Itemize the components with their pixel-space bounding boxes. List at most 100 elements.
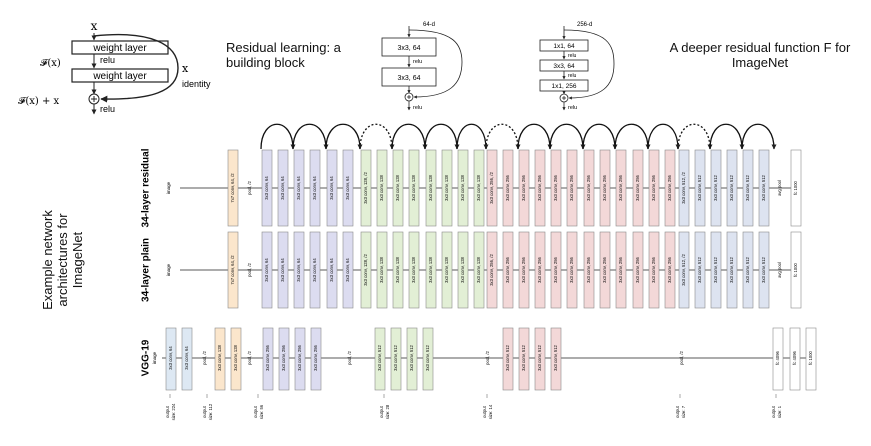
layer-label: 3x3 conv, 256: [618, 174, 623, 200]
layer-box: [550, 231, 562, 309]
layer-box: [550, 149, 562, 227]
output-size-line2: size: 112: [208, 403, 213, 420]
layer-box: [534, 231, 546, 309]
layer-label: 3x3 conv, 128: [379, 256, 384, 282]
layer-label: 3x3 conv, 512: [377, 344, 382, 370]
identity-shortcut-arc: [582, 123, 618, 150]
layer-label: 3x3 conv, 512: [713, 174, 718, 200]
layer-box: [789, 327, 801, 391]
caption-example-line2: architectures for ImageNet: [55, 213, 85, 307]
layer-box: [441, 149, 453, 227]
layer-label: 3x3 conv, 64: [345, 176, 350, 200]
layer-label: 3x3 conv, 64: [296, 176, 301, 200]
relu-mid-label: relu: [100, 55, 115, 65]
layer-label: 3x3 conv, 256: [537, 174, 542, 200]
layer-label: 3x3 conv, 256, /2: [489, 172, 494, 204]
layer-label: 3x3 conv, 512: [761, 174, 766, 200]
layer-label: 3x3 conv, 256: [569, 174, 574, 200]
block64-relu-mid: relu: [413, 59, 422, 65]
output-size-line2: size: 7: [681, 405, 686, 418]
network-row-0: 34-layer residual image 7x7 conv, 64, /2 po…: [141, 123, 802, 227]
layer-label: 3x3 conv, 512: [505, 344, 510, 370]
layer-label: 3x3 conv, 256: [602, 174, 607, 200]
weight-layer-2: [71, 68, 169, 83]
layer-label: 3x3 conv, 64: [168, 346, 173, 370]
pool-label: avg pool: [777, 180, 782, 196]
layer-box: [342, 149, 354, 227]
layer-box: [534, 149, 546, 227]
layer-label: 7x7 conv, 64, /2: [230, 173, 235, 203]
row-input-label: image: [166, 263, 171, 276]
layer-box: [694, 149, 706, 227]
layer-label: 3x3 conv, 512: [521, 344, 526, 370]
network-rows: 34-layer residual image 7x7 conv, 64, /2 po…: [141, 123, 817, 420]
layer-label: 3x3 conv, 256: [586, 174, 591, 200]
weight-layer-1-label: weight layer: [92, 43, 147, 54]
layer-label: 3x3 conv, 256: [313, 344, 318, 370]
layer-box: [392, 231, 404, 309]
caption-residual-line2: building block: [226, 55, 305, 70]
identity-shortcut-arc: [456, 123, 489, 150]
layer-box: [742, 149, 754, 227]
layer-box: [599, 231, 611, 309]
layer-box: [726, 231, 738, 309]
row-label: 34-layer plain: [141, 238, 152, 302]
layer-box: [758, 149, 770, 227]
layer-box: [408, 231, 420, 309]
caption-example-line1: Example network: [40, 210, 55, 310]
layer-label: 3x3 conv, 64: [264, 258, 269, 282]
block256-layer2-label: 3x3, 64: [553, 63, 575, 70]
layer-box: [390, 327, 402, 391]
layer-label: 3x3 conv, 512: [713, 256, 718, 282]
layer-label: 3x3 conv, 128: [460, 174, 465, 200]
layer-label: 3x3 conv, 256: [635, 174, 640, 200]
layer-label: 3x3 conv, 256: [667, 256, 672, 282]
layer-label: 3x3 conv, 64: [329, 176, 334, 200]
shortcut-x-label: x: [182, 62, 189, 75]
weight-layer-2-label: weight layer: [92, 71, 147, 82]
pool-label: pool, /2: [247, 350, 252, 364]
layer-label: 3x3 conv, 128: [217, 344, 222, 370]
layer-label: 3x3 conv, 256: [553, 256, 558, 282]
layer-box: [457, 231, 469, 309]
projection-shortcut: [359, 123, 395, 150]
layer-label: 3x3 conv, 512: [393, 344, 398, 370]
layer-box: [664, 231, 676, 309]
fx-label: 𝓕(x): [40, 58, 61, 69]
block256-relu-out: relu: [568, 105, 577, 111]
layer-label: 3x3 conv, 128: [428, 174, 433, 200]
layer-box: [502, 327, 514, 391]
row-input-label: image: [166, 181, 171, 194]
layer-box: [648, 231, 660, 309]
layer-box: [473, 231, 485, 309]
layer-label: 3x3 conv, 128: [395, 256, 400, 282]
layer-box: [422, 327, 434, 391]
layer-box: [310, 327, 322, 391]
layer-label: 3x3 conv, 256: [505, 256, 510, 282]
layer-box: [326, 231, 338, 309]
layer-label: 3x3 conv, 512: [409, 344, 414, 370]
layer-box: [277, 231, 289, 309]
layer-box: [678, 149, 690, 227]
layer-box: [374, 327, 386, 391]
block64-relu-out: relu: [413, 105, 422, 111]
layer-box: [425, 231, 437, 309]
layer-box: [615, 231, 627, 309]
layer-label: 3x3 conv, 512: [425, 344, 430, 370]
layer-box: [694, 231, 706, 309]
layer-box: [326, 149, 338, 227]
layer-box: [277, 149, 289, 227]
output-size-line2: size: 14: [488, 404, 493, 419]
layer-label: 3x3 conv, 256: [586, 256, 591, 282]
layer-box: [518, 327, 530, 391]
block-64d: 64-d 3x3, 64 relu 3x3, 64 relu: [381, 22, 463, 111]
row-label: 34-layer residual: [141, 148, 152, 227]
layer-box: [486, 231, 498, 309]
layer-box: [583, 231, 595, 309]
row-label: VGG-19: [141, 339, 152, 376]
layer-box: [790, 149, 802, 227]
layer-label: 3x3 conv, 256: [651, 174, 656, 200]
identity-shortcut: [93, 33, 179, 103]
layer-box: [261, 149, 273, 227]
